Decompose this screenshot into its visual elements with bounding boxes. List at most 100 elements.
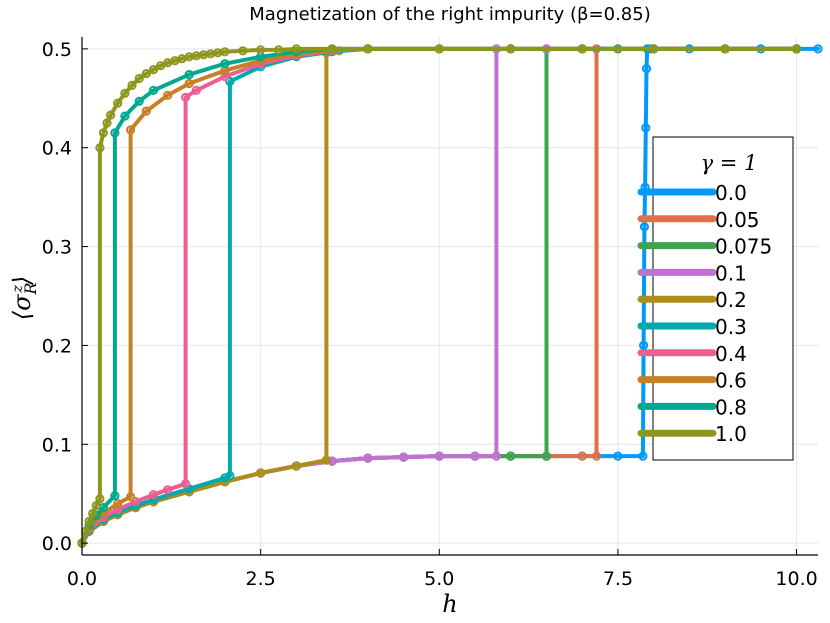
- data-point: [184, 78, 194, 89]
- data-point: [148, 490, 159, 500]
- legend-entry: 0.075: [715, 235, 772, 259]
- x-tick-label: 2.5: [246, 568, 276, 590]
- data-point: [641, 123, 651, 133]
- data-point: [181, 92, 191, 102]
- data-point: [273, 45, 284, 55]
- data-point: [163, 90, 173, 100]
- data-point: [148, 65, 159, 75]
- data-point: [126, 492, 136, 502]
- data-point: [641, 64, 652, 74]
- chart-title: Magnetization of the right impurity (β=0…: [249, 4, 650, 25]
- y-tick-label: 0.4: [42, 138, 72, 160]
- data-point: [577, 451, 587, 461]
- data-point: [120, 111, 130, 121]
- data-point: [541, 451, 552, 461]
- data-point: [84, 516, 94, 527]
- data-point: [506, 451, 516, 461]
- data-point: [792, 44, 802, 54]
- legend-entry: 0.0: [715, 181, 747, 205]
- data-point: [225, 471, 235, 481]
- series-1.0: [77, 44, 802, 548]
- data-point: [639, 222, 650, 232]
- data-point: [156, 61, 166, 71]
- data-point: [638, 451, 648, 461]
- data-point: [506, 44, 516, 54]
- legend-entry: 0.05: [715, 208, 760, 232]
- data-point: [163, 485, 173, 495]
- data-point: [88, 508, 98, 519]
- data-point: [321, 455, 331, 465]
- data-point: [291, 44, 301, 54]
- data-point: [434, 451, 444, 461]
- data-point: [720, 44, 730, 54]
- data-point: [470, 451, 480, 461]
- series-layer: [77, 44, 823, 548]
- data-point: [110, 128, 120, 138]
- data-point: [238, 46, 248, 56]
- y-tick-label: 0.2: [42, 335, 72, 357]
- data-point: [126, 125, 136, 135]
- x-tick-label: 10.0: [775, 568, 817, 590]
- data-point: [491, 451, 501, 461]
- legend-entry: 0.1: [715, 261, 747, 285]
- legend-entry: 0.3: [715, 315, 747, 339]
- data-point: [102, 118, 112, 128]
- y-tick-label: 0.5: [42, 39, 72, 61]
- data-point: [141, 69, 151, 79]
- y-tick-label: 0.0: [42, 533, 72, 555]
- data-point: [327, 44, 337, 54]
- data-point: [131, 497, 141, 507]
- legend-entry: 0.2: [715, 288, 747, 312]
- legend-entry: 0.8: [715, 395, 747, 419]
- data-point: [220, 71, 230, 82]
- x-tick-label: 0.0: [67, 568, 97, 590]
- data-point: [141, 106, 151, 116]
- data-point: [327, 456, 337, 466]
- data-point: [225, 76, 235, 87]
- data-point: [220, 47, 230, 57]
- data-point: [127, 80, 137, 91]
- data-point: [95, 143, 105, 153]
- data-point: [191, 85, 201, 96]
- data-point: [291, 461, 301, 471]
- data-point: [591, 451, 602, 461]
- data-point: [256, 45, 266, 55]
- x-axis-label: h: [442, 590, 457, 618]
- data-point: [613, 451, 623, 461]
- data-point: [91, 501, 101, 511]
- data-point: [256, 468, 266, 478]
- data-point: [106, 110, 116, 120]
- data-point: [363, 453, 373, 463]
- legend-entry: 1.0: [715, 422, 747, 446]
- data-point: [649, 44, 659, 54]
- data-point: [399, 452, 409, 462]
- data-point: [148, 85, 159, 96]
- data-point: [434, 44, 444, 54]
- data-point: [181, 479, 191, 489]
- x-tick-label: 5.0: [424, 568, 454, 590]
- data-point: [220, 59, 230, 69]
- data-point: [134, 96, 144, 106]
- data-point: [95, 494, 105, 504]
- data-point: [113, 98, 123, 108]
- ticks: 0.0 2.5 5.0 7.5 10.0 0.0 0.1 0.2 0.3 0.4 0.5: [42, 39, 818, 590]
- data-point: [120, 88, 130, 98]
- legend-entry: 0.6: [715, 369, 747, 393]
- legend-entry: 0.4: [715, 342, 747, 366]
- data-point: [363, 44, 373, 54]
- data-point: [184, 70, 194, 80]
- axes: [81, 37, 818, 556]
- y-tick-label: 0.1: [42, 434, 72, 456]
- y-tick-label: 0.3: [42, 237, 72, 259]
- data-point: [220, 473, 230, 483]
- legend-title: γ = 1: [701, 151, 758, 175]
- data-point: [134, 73, 144, 84]
- data-point: [98, 128, 109, 138]
- data-point: [110, 491, 120, 501]
- data-point: [639, 340, 649, 350]
- x-tick-label: 7.5: [603, 568, 633, 590]
- data-point: [813, 44, 823, 54]
- data-point: [577, 44, 587, 54]
